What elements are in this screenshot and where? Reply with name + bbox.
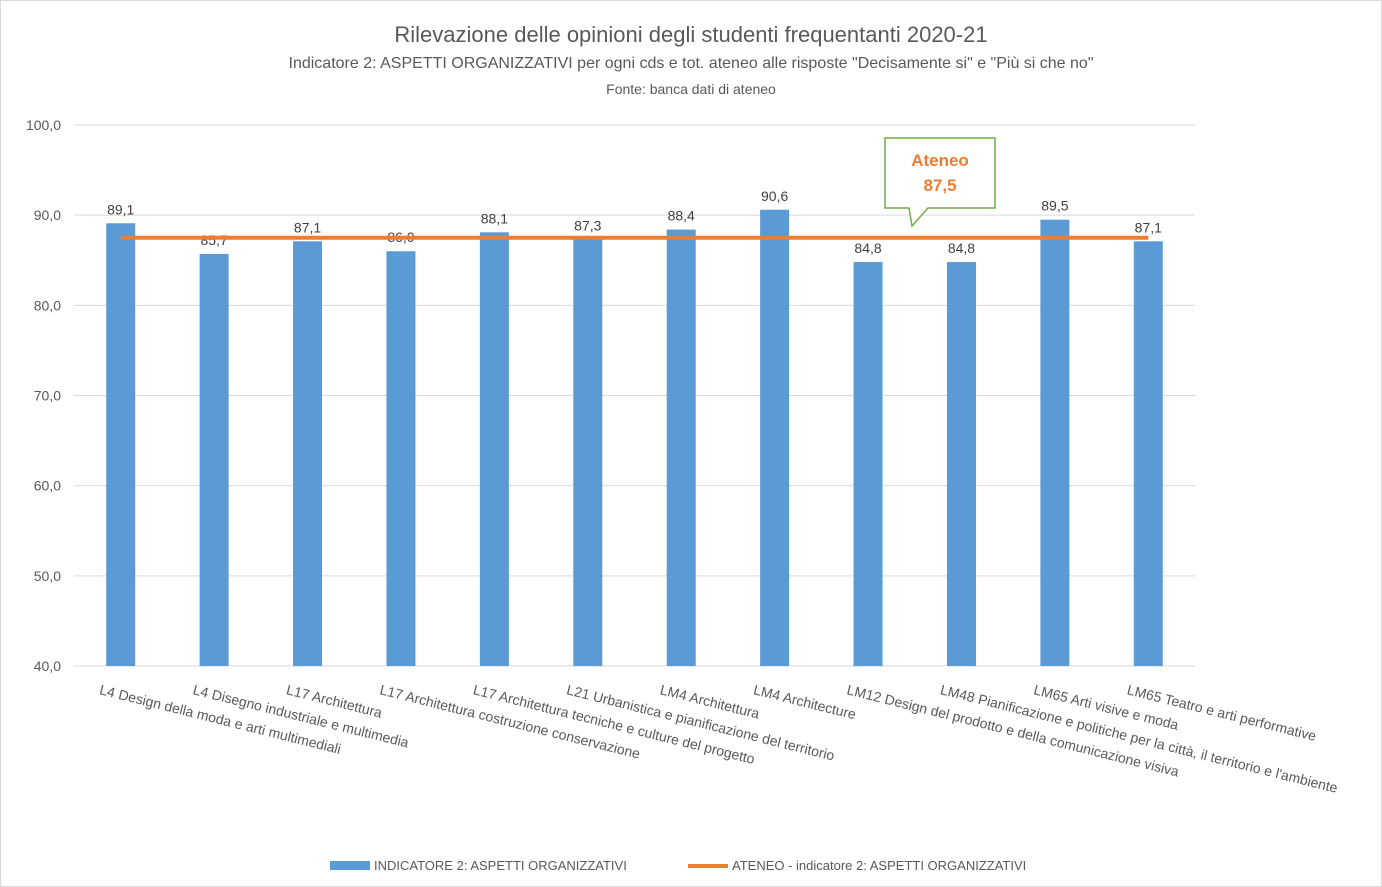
data-label: 85,7 (201, 232, 228, 248)
legend-bar-label: INDICATORE 2: ASPETTI ORGANIZZATIVI (374, 858, 627, 873)
data-label: 89,1 (107, 201, 134, 217)
legend-bar-entry: INDICATORE 2: ASPETTI ORGANIZZATIVI (330, 858, 627, 873)
y-tick-label: 90,0 (34, 207, 61, 223)
bar (760, 209, 790, 667)
data-label: 89,5 (1041, 198, 1068, 214)
y-tick-label: 80,0 (34, 297, 61, 313)
data-label: 87,1 (294, 219, 321, 235)
chart-source: Fonte: banca dati di ateneo (606, 81, 776, 97)
data-label: 90,6 (761, 188, 788, 204)
bar (106, 223, 136, 666)
data-label: 87,3 (574, 218, 601, 234)
bar (1040, 219, 1070, 667)
bar (1133, 241, 1163, 666)
legend-bar-swatch (330, 861, 370, 870)
y-tick-label: 100,0 (26, 117, 61, 133)
x-tick-label: LM4 Architecture (752, 681, 858, 722)
y-tick-label: 60,0 (34, 478, 61, 494)
legend-line-entry: ATENEO - indicatore 2: ASPETTI ORGANIZZA… (688, 858, 1026, 873)
data-label: 84,8 (948, 240, 975, 256)
bar (573, 239, 603, 667)
legend-line-swatch (688, 863, 728, 868)
data-label: 88,4 (668, 208, 695, 224)
data-label: 84,8 (854, 240, 881, 256)
bar (386, 251, 416, 666)
bar (293, 241, 323, 666)
callout-box (884, 137, 996, 228)
data-label: 88,1 (481, 210, 508, 226)
bar (853, 262, 883, 666)
bar (479, 232, 509, 666)
y-tick-label: 50,0 (34, 568, 61, 584)
data-label: 87,1 (1135, 219, 1162, 235)
callout-label: Ateneo (911, 151, 969, 170)
y-tick-label: 70,0 (34, 388, 61, 404)
chart-title: Rilevazione delle opinioni degli student… (394, 22, 988, 47)
legend-line-label: ATENEO - indicatore 2: ASPETTI ORGANIZZA… (732, 858, 1027, 873)
bar (666, 229, 696, 667)
callout-value: 87,5 (923, 176, 956, 195)
chart-subtitle: Indicatore 2: ASPETTI ORGANIZZATIVI per … (288, 55, 1094, 72)
bar (199, 253, 229, 666)
y-tick-label: 40,0 (34, 658, 61, 674)
bar (946, 262, 976, 666)
